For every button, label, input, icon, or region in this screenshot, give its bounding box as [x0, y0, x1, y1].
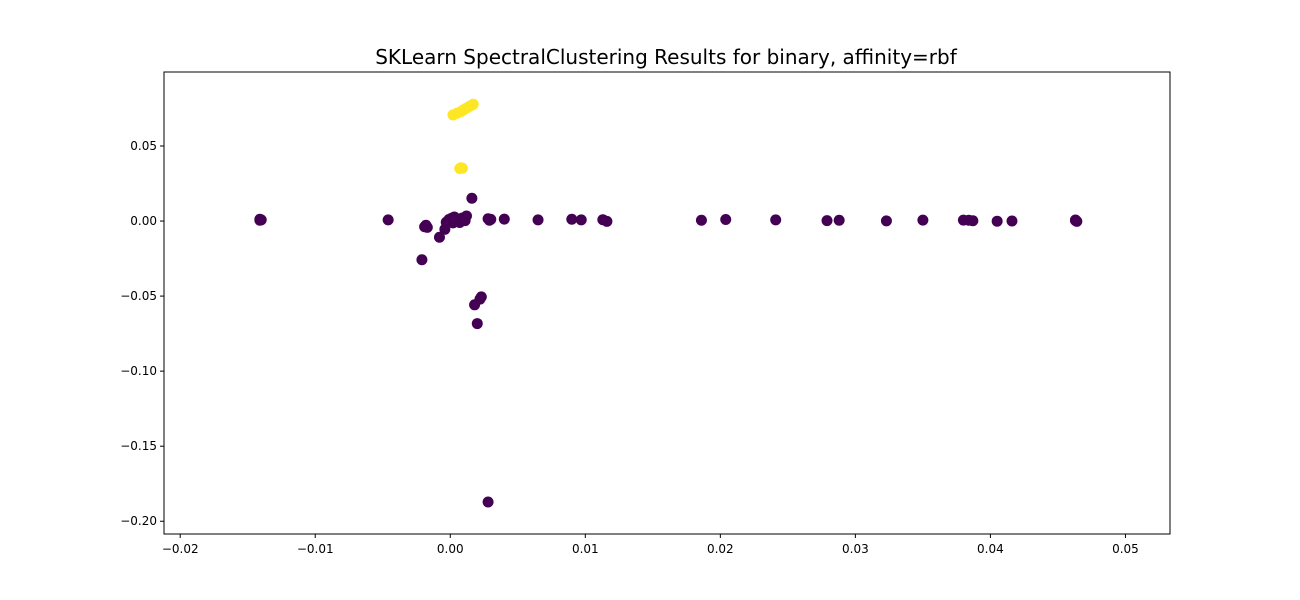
data-point-cluster-0	[967, 215, 979, 227]
data-point-cluster-0	[880, 215, 892, 227]
axes-frame	[163, 71, 1171, 535]
chart-title: SKLearn SpectralClustering Results for b…	[375, 45, 957, 69]
y-tick-label: −0.05	[120, 289, 157, 303]
data-point-cluster-0	[254, 214, 266, 226]
y-tick-label: 0.05	[130, 139, 157, 153]
y-tick-label: −0.10	[120, 364, 157, 378]
data-point-cluster-0	[833, 214, 845, 226]
data-point-cluster-0	[566, 213, 578, 225]
data-point-cluster-0	[601, 215, 613, 227]
data-point-cluster-1	[467, 98, 479, 110]
data-point-cluster-0	[770, 214, 782, 226]
data-point-cluster-0	[460, 210, 472, 222]
x-axis: −0.02 −0.01 0.00 0.01 0.02 0.03 0.04 0.05	[162, 534, 1139, 556]
y-tick-label: −0.20	[120, 514, 157, 528]
x-tick-label: 0.03	[842, 542, 869, 556]
data-point-cluster-0	[575, 214, 587, 226]
data-point-cluster-0	[917, 214, 929, 226]
data-point-cluster-0	[498, 213, 510, 225]
data-point-cluster-0	[485, 213, 497, 225]
data-point-cluster-0	[421, 221, 433, 233]
data-point-cluster-0	[695, 214, 707, 226]
data-point-cluster-1	[455, 162, 467, 174]
data-point-cluster-0	[382, 214, 394, 226]
x-tick-label: 0.04	[977, 542, 1004, 556]
y-tick-label: −0.15	[120, 439, 157, 453]
x-tick-label: 0.00	[437, 542, 464, 556]
data-point-cluster-0	[821, 215, 833, 227]
x-tick-label: 0.05	[1112, 542, 1139, 556]
data-point-cluster-0	[416, 254, 428, 266]
data-point-cluster-0	[1006, 215, 1018, 227]
y-tick-label: 0.00	[130, 214, 157, 228]
x-tick-label: −0.01	[297, 542, 334, 556]
data-point-cluster-0	[532, 214, 544, 226]
data-point-cluster-0	[991, 215, 1003, 227]
x-tick-label: 0.02	[707, 542, 734, 556]
data-point-cluster-0	[471, 318, 483, 330]
data-point-cluster-0	[475, 291, 487, 303]
data-point-cluster-0	[720, 214, 732, 226]
data-points	[254, 98, 1083, 508]
x-tick-label: 0.01	[572, 542, 599, 556]
data-point-cluster-0	[466, 192, 478, 204]
data-point-cluster-0	[1069, 214, 1081, 226]
data-point-cluster-0	[482, 496, 494, 508]
y-axis: −0.20 −0.15 −0.10 −0.05 0.00 0.05	[120, 139, 164, 528]
x-tick-label: −0.02	[162, 542, 199, 556]
data-point-cluster-0	[433, 231, 445, 243]
